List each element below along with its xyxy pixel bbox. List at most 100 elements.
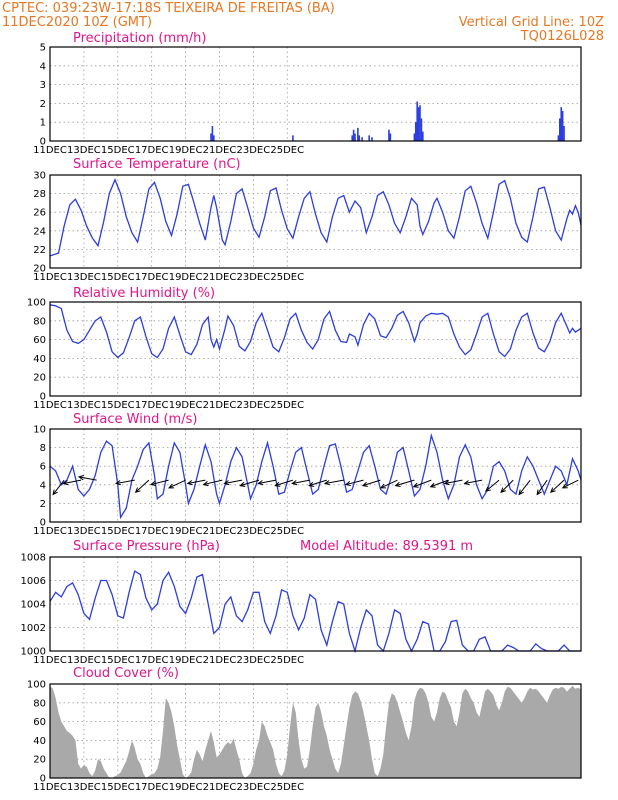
y-tick-label: 5 — [40, 43, 46, 54]
wind-arrow — [362, 479, 381, 487]
precipitation-panel: Precipitation (mm/h) 0 1 2 3 4 5 11DEC 13DEC 15D… — [33, 31, 582, 156]
x-tick-label: 25DEC — [270, 782, 304, 793]
wind-arrow — [240, 479, 260, 487]
x-tick-label: 19DEC — [169, 782, 203, 793]
wind-arrow-head — [291, 480, 298, 486]
header-grid-note: Vertical Grid Line: 10Z — [459, 15, 604, 30]
wind-arrow — [292, 479, 310, 484]
wind-arrow-head — [485, 486, 491, 492]
y-tick-label: 20 — [33, 264, 46, 275]
wind-arrow — [168, 479, 186, 489]
wind-arrow-head — [274, 481, 281, 487]
wind-arrow-head — [77, 475, 84, 481]
y-tick-label: 26 — [33, 208, 46, 219]
x-tick-label: 13DEC — [67, 782, 101, 793]
precip-bar — [211, 125, 214, 141]
x-tick-label: 25DEC — [270, 526, 304, 537]
wind-arrow-head — [394, 481, 401, 487]
x-tick-label: 13DEC — [67, 272, 101, 283]
y-tick-label: 0 — [40, 518, 46, 529]
wind-arrow — [275, 479, 294, 487]
y-tick-label: 1000 — [21, 647, 46, 658]
x-tick-label: 25DEC — [270, 145, 304, 156]
wind-arrow-head — [412, 482, 419, 488]
wind-arrow — [224, 479, 243, 484]
wind-arrow — [536, 479, 548, 495]
wind-arrow-head — [550, 487, 556, 494]
wind-arrow — [78, 476, 97, 481]
cloud-cover-panel: Cloud Cover (%) 0 20 40 60 80 100 11DEC 13DEC 15… — [27, 666, 582, 793]
series-line — [49, 432, 582, 520]
precip-bar — [413, 133, 416, 141]
y-tick-label: 6 — [40, 462, 46, 473]
wind-arrow — [500, 479, 514, 493]
x-tick-label: 11DEC — [33, 272, 67, 283]
y-tick-label: 22 — [33, 245, 46, 256]
precip-bar — [354, 133, 356, 141]
y-tick-label: 60 — [33, 717, 46, 728]
precip-bar — [417, 107, 420, 141]
humidity-title: Relative Humidity (%) — [73, 286, 215, 301]
x-tick-label: 19DEC — [169, 400, 203, 411]
series-line — [49, 570, 581, 654]
wind-arrow-head — [257, 480, 264, 486]
x-tick-label: 17DEC — [135, 145, 169, 156]
precipitation-title: Precipitation (mm/h) — [73, 31, 206, 46]
x-tick-label: 15DEC — [101, 526, 135, 537]
wind-arrow — [115, 479, 135, 484]
wind-arrow-head — [149, 480, 157, 487]
precip-bar — [388, 129, 390, 141]
wind-panel: Surface Wind (m/s) 0 2 4 6 8 10 11DEC 13DEC 15DE… — [33, 412, 582, 537]
wind-arrow-head — [134, 487, 141, 494]
wind-arrow-head — [361, 481, 368, 487]
x-tick-label: 13DEC — [67, 400, 101, 411]
x-tick-label: 23DEC — [236, 655, 270, 666]
y-tick-label: 1002 — [21, 623, 46, 634]
cloud-cover-title: Cloud Cover (%) — [73, 666, 179, 681]
wind-arrow-head — [443, 480, 450, 486]
x-tick-label: 19DEC — [169, 655, 203, 666]
precip-bar — [213, 135, 215, 141]
x-tick-label: 21DEC — [203, 782, 237, 793]
precip-bar — [371, 137, 373, 141]
x-tick-label: 25DEC — [270, 655, 304, 666]
x-tick-label: 17DEC — [135, 400, 169, 411]
y-tick-label: 0 — [40, 392, 46, 403]
wind-arrow-head — [308, 481, 315, 487]
wind-arrow-head — [114, 480, 121, 486]
wind-arrow — [430, 479, 449, 488]
x-tick-label: 21DEC — [203, 145, 237, 156]
y-tick-label: 28 — [33, 189, 46, 200]
precip-bar — [389, 133, 392, 141]
wind-arrow — [380, 479, 398, 489]
x-tick-label: 11DEC — [33, 145, 67, 156]
x-tick-label: 23DEC — [236, 400, 270, 411]
precip-bar — [368, 135, 370, 141]
wind-arrow-head — [62, 480, 69, 486]
x-tick-label: 23DEC — [236, 272, 270, 283]
precip-bar — [420, 118, 423, 141]
wind-arrow-head — [52, 489, 58, 496]
wind-arrow — [63, 479, 82, 484]
y-tick-label: 20 — [33, 755, 46, 766]
y-tick-label: 1 — [40, 118, 46, 129]
wind-arrow-head — [323, 480, 330, 486]
y-tick-label: 1006 — [21, 576, 46, 587]
precip-bar — [210, 133, 212, 141]
wind-arrow — [485, 479, 500, 492]
y-tick-label: 20 — [33, 373, 46, 384]
x-tick-label: 25DEC — [270, 272, 304, 283]
x-tick-label: 19DEC — [169, 272, 203, 283]
y-tick-label: 0 — [40, 137, 46, 148]
x-tick-label: 21DEC — [203, 272, 237, 283]
wind-arrow — [518, 479, 531, 495]
panel-frame — [49, 683, 582, 779]
wind-arrow-head — [379, 483, 386, 489]
x-tick-label: 17DEC — [135, 272, 169, 283]
temperature-panel: Surface Temperature (nC) 20 22 24 26 28 30 11D… — [33, 157, 582, 283]
wind-arrow — [135, 479, 150, 493]
wind-arrow — [324, 479, 344, 484]
header-run-time: 11DEC2020 10Z (GMT) — [2, 15, 152, 30]
wind-arrow-head — [500, 487, 506, 494]
cloud-cover-area — [50, 685, 581, 778]
